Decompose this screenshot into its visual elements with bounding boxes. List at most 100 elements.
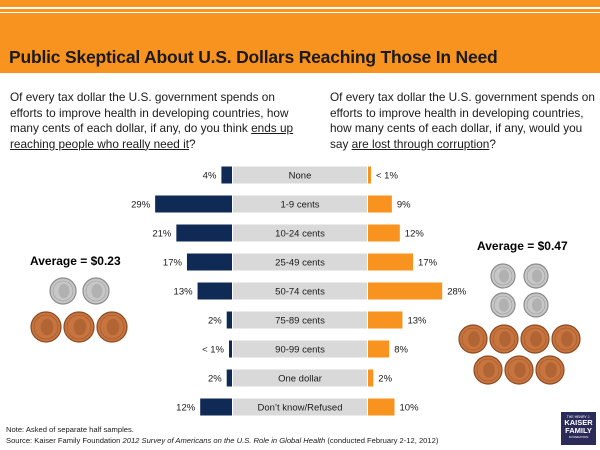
penny-coin-rim <box>476 358 500 382</box>
dime-coin-icon <box>49 277 77 305</box>
right-bar <box>368 311 403 329</box>
dime-coin-portrait <box>91 283 103 299</box>
penny-coin-rim <box>507 358 531 382</box>
category-box <box>233 224 367 242</box>
penny-coin-portrait <box>545 362 557 378</box>
dime-coin-portrait <box>531 298 543 312</box>
penny-coin-portrait <box>530 331 542 347</box>
category-box <box>233 398 367 416</box>
category-label: 10-24 cents <box>275 229 325 240</box>
penny-coin-icon <box>96 311 128 343</box>
left-bar <box>229 340 232 358</box>
source-title: 2012 Survey of Americans on the U.S. Rol… <box>122 436 326 445</box>
right-value-label: 10% <box>400 403 420 414</box>
penny-coin-icon <box>504 355 534 385</box>
right-bar <box>368 166 371 184</box>
category-label: One dollar <box>278 374 322 385</box>
dime-coin-rim <box>52 280 74 302</box>
source-note: Source: Kaiser Family Foundation 2012 Su… <box>6 436 438 445</box>
right-value-label: 28% <box>447 287 467 298</box>
penny-coin-icon <box>473 355 503 385</box>
dime-coin-icon <box>82 277 110 305</box>
category-box <box>233 369 367 387</box>
dime-coin-icon <box>523 263 549 289</box>
penny-coin-portrait <box>40 318 54 336</box>
right-value-label: 9% <box>397 200 411 211</box>
left-bar <box>226 311 232 329</box>
left-bar <box>155 195 232 213</box>
footnote: Note: Asked of separate half samples. <box>6 425 134 434</box>
dime-coin-rim <box>526 266 546 286</box>
category-box <box>233 253 367 271</box>
category-box <box>233 195 367 213</box>
right-question-text: Of every tax dollar the U.S. government … <box>330 90 595 151</box>
left-value-label: 2% <box>208 316 222 327</box>
category-label: 75-89 cents <box>275 316 325 327</box>
penny-coin-icon <box>30 311 62 343</box>
penny-coin-rim <box>66 314 92 340</box>
right-bar <box>368 282 443 300</box>
dime-coin-portrait <box>498 269 510 283</box>
penny-coin-rim <box>99 314 125 340</box>
penny-coin-rim <box>33 314 59 340</box>
category-box <box>233 311 367 329</box>
dime-coin-portrait <box>58 283 70 299</box>
penny-coin-rim <box>492 327 516 351</box>
penny-coin-icon <box>489 324 519 354</box>
left-bar <box>221 166 232 184</box>
dime-coin-portrait <box>498 298 510 312</box>
penny-coin-icon <box>458 324 488 354</box>
left-value-label: 13% <box>174 287 194 298</box>
left-question-end: ? <box>189 136 196 151</box>
category-label: None <box>289 171 312 182</box>
category-box <box>233 282 367 300</box>
left-bar <box>200 398 232 416</box>
left-value-label: 21% <box>152 229 172 240</box>
left-question-emphasis: ends up reaching people who really need … <box>10 121 294 151</box>
left-value-label: 4% <box>203 171 217 182</box>
source-suffix: (conducted February 2-12, 2012) <box>325 436 439 445</box>
penny-coin-portrait <box>561 331 573 347</box>
average-left: Average = $0.23 <box>30 254 121 268</box>
penny-coin-portrait <box>483 362 495 378</box>
category-label: Don’t know/Refused <box>257 403 342 414</box>
right-bar <box>368 398 395 416</box>
right-question: Of every tax dollar the U.S. government … <box>330 90 595 152</box>
page-title: Public Skeptical About U.S. Dollars Reac… <box>9 47 498 67</box>
left-bar <box>186 253 232 271</box>
dime-coin-rim <box>85 280 107 302</box>
penny-coin-rim <box>538 358 562 382</box>
penny-coin-icon <box>551 324 581 354</box>
left-bar <box>197 282 232 300</box>
category-box <box>233 166 367 184</box>
penny-coin-rim <box>554 327 578 351</box>
penny-coin-icon <box>535 355 565 385</box>
right-value-label: 13% <box>407 316 427 327</box>
right-value-label: 17% <box>418 258 438 269</box>
dime-coin-icon <box>523 292 549 318</box>
left-value-label: 17% <box>163 258 183 269</box>
left-question-text: Of every tax dollar the U.S. government … <box>10 90 289 135</box>
penny-coin-icon <box>63 311 95 343</box>
penny-coin-rim <box>523 327 547 351</box>
penny-coin-rim <box>461 327 485 351</box>
category-label: 1-9 cents <box>280 200 319 211</box>
dime-coin-rim <box>493 295 513 315</box>
category-label: 50-74 cents <box>275 287 325 298</box>
right-value-label: < 1% <box>376 171 398 182</box>
right-value-label: 8% <box>394 345 408 356</box>
right-value-label: 2% <box>378 374 392 385</box>
category-box <box>233 340 367 358</box>
dime-coin-rim <box>526 295 546 315</box>
category-label: 25-49 cents <box>275 258 325 269</box>
penny-coin-portrait <box>514 362 526 378</box>
left-bar <box>226 369 232 387</box>
average-right: Average = $0.47 <box>477 239 568 253</box>
right-bar <box>368 253 414 271</box>
right-bar <box>368 369 374 387</box>
penny-coin-portrait <box>73 318 87 336</box>
left-question: Of every tax dollar the U.S. government … <box>10 90 295 152</box>
source-prefix: Source: Kaiser Family Foundation <box>6 436 123 445</box>
penny-coin-portrait <box>499 331 511 347</box>
